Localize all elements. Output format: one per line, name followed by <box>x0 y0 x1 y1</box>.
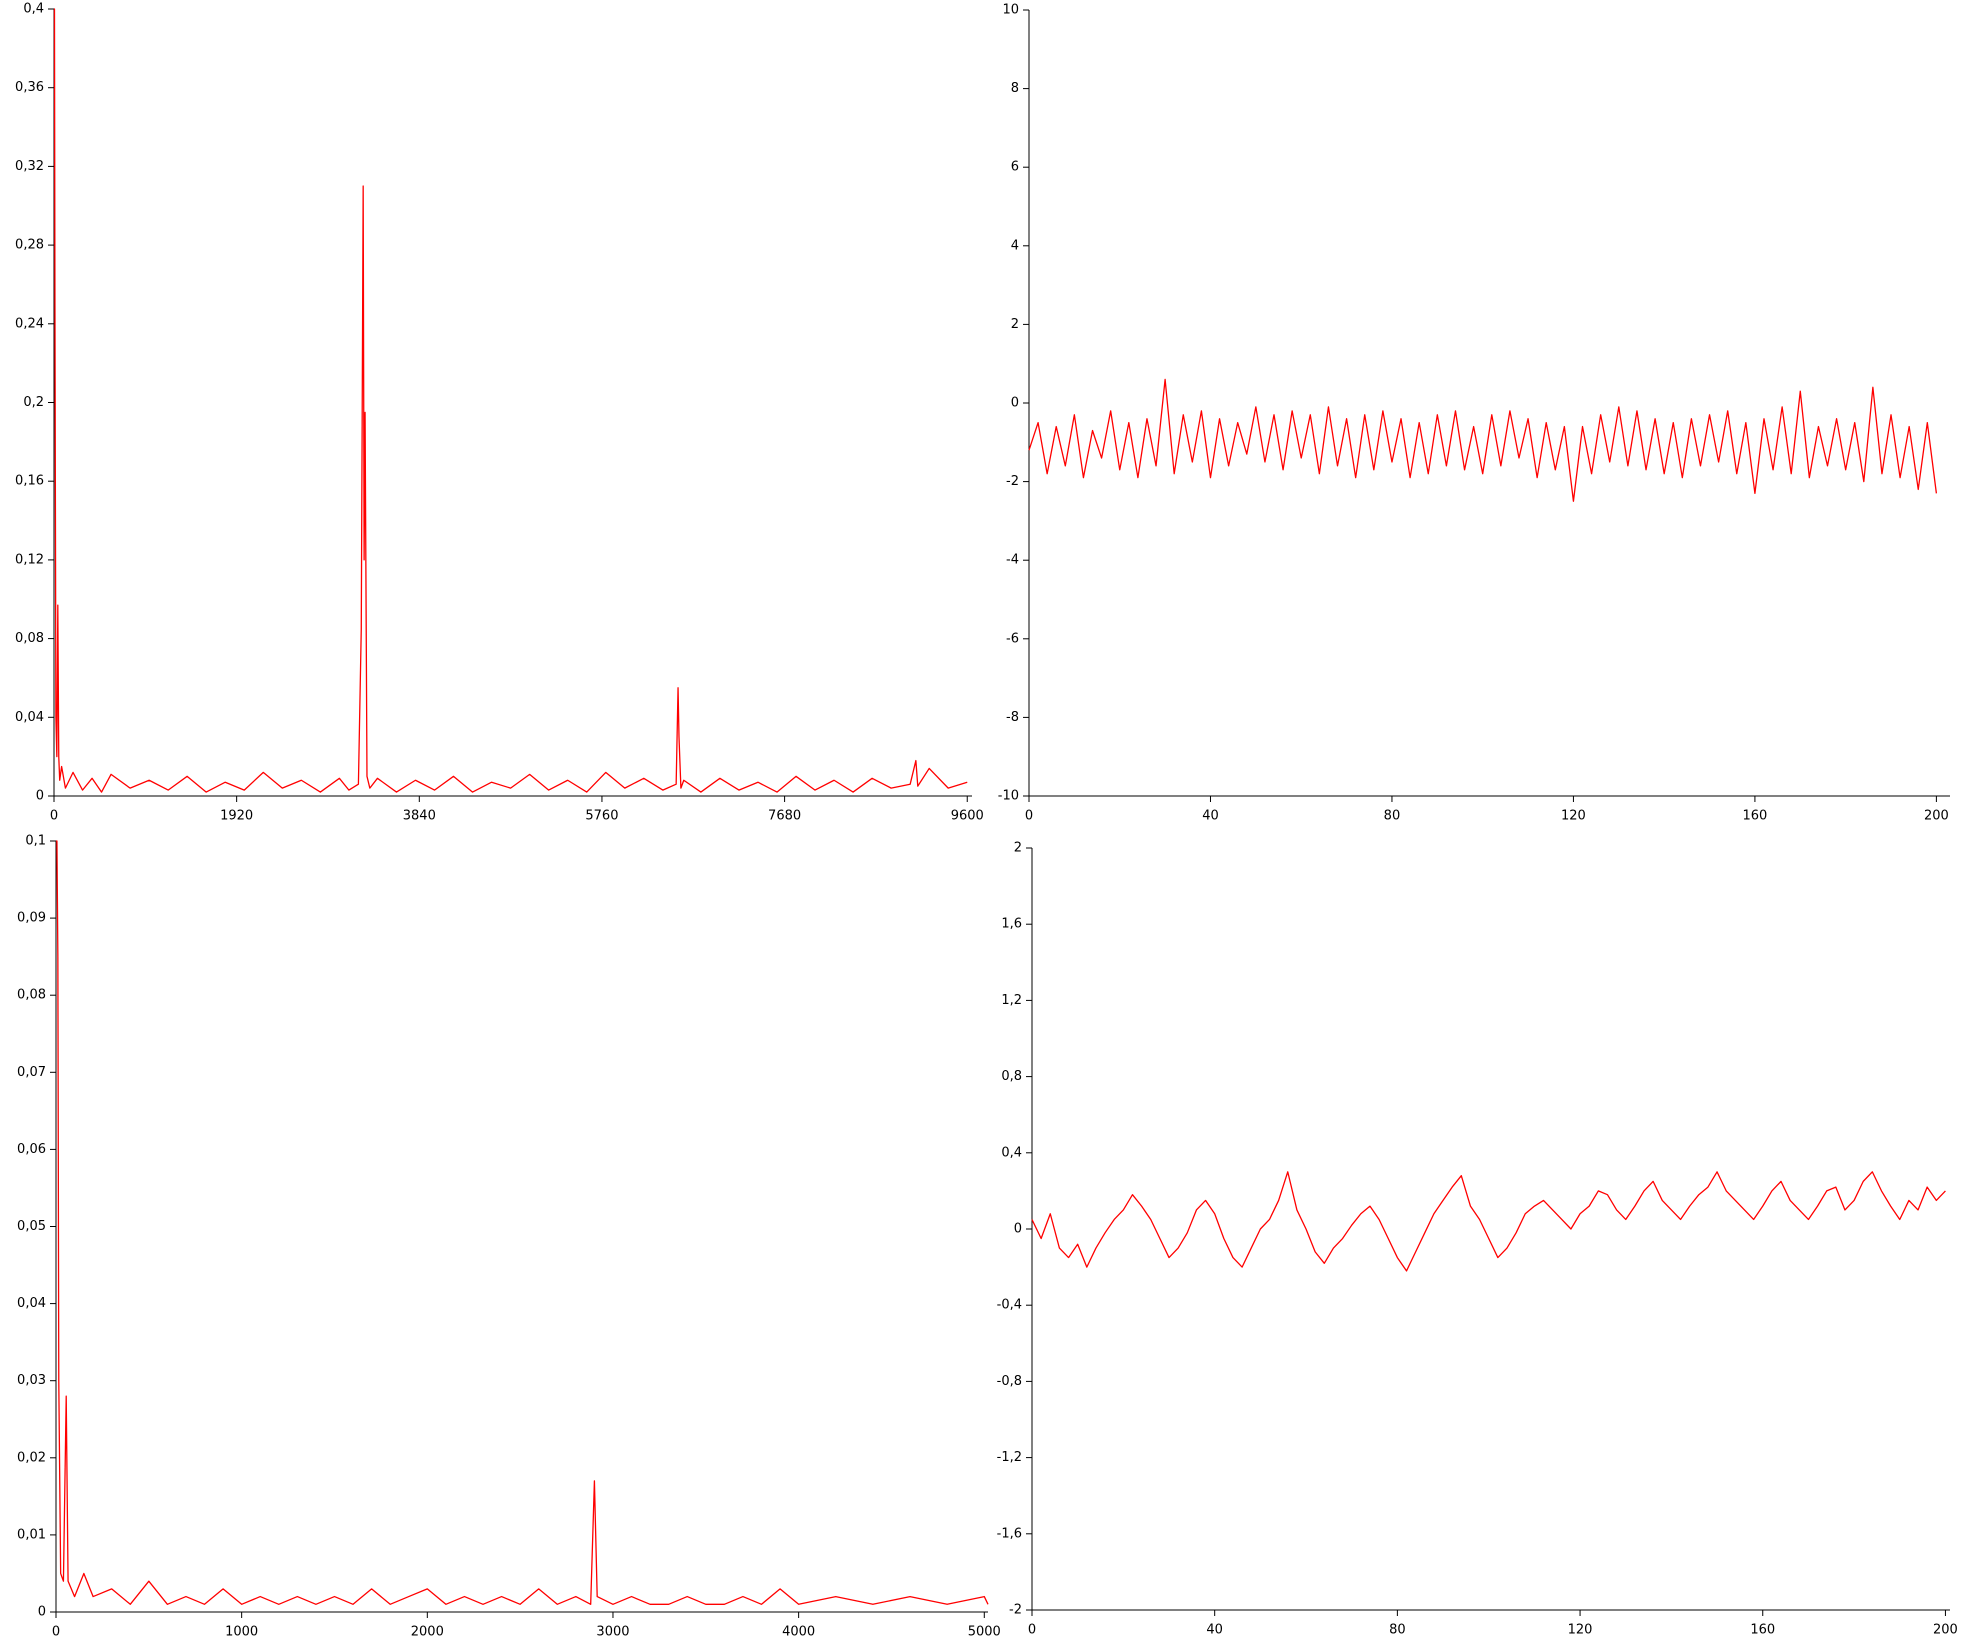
x-tick-label: 2000 <box>411 1625 444 1640</box>
y-tick-label: -0,8 <box>997 1374 1022 1389</box>
y-tick-label: 2 <box>1011 317 1019 332</box>
x-tick-label: 3000 <box>596 1625 629 1640</box>
x-tick-label: 5760 <box>585 809 618 824</box>
y-tick-label: 1,6 <box>1001 917 1022 932</box>
x-tick-label: 40 <box>1206 1623 1223 1638</box>
y-tick-label: 0 <box>1014 1222 1022 1237</box>
y-tick-label: -1,2 <box>997 1450 1022 1465</box>
x-tick-label: 0 <box>1025 809 1033 824</box>
y-tick-label: 0,1 <box>25 834 46 849</box>
y-tick-label: -2 <box>1009 1603 1022 1618</box>
y-tick-label: 0 <box>1011 396 1019 411</box>
y-tick-label: 0,04 <box>15 710 44 725</box>
y-tick-label: 0,06 <box>17 1142 46 1157</box>
signal-line <box>56 840 989 1605</box>
x-tick-label: 1920 <box>220 809 253 824</box>
y-tick-label: 6 <box>1011 160 1019 175</box>
y-tick-label: 0,2 <box>23 395 44 410</box>
y-tick-label: 0,01 <box>17 1527 46 1542</box>
y-tick-label: 0,08 <box>17 988 46 1003</box>
y-tick-label: 0,4 <box>23 2 44 17</box>
y-tick-label: 10 <box>1002 3 1019 18</box>
y-tick-label: 0 <box>38 1605 46 1620</box>
y-tick-label: 0,32 <box>15 159 44 174</box>
y-tick-label: 0,03 <box>17 1373 46 1388</box>
y-tick-label: 4 <box>1011 238 1019 253</box>
x-tick-label: 200 <box>1933 1623 1958 1638</box>
y-tick-label: 0,4 <box>1001 1145 1022 1160</box>
y-tick-label: 0,28 <box>15 238 44 253</box>
x-tick-label: 160 <box>1750 1623 1775 1638</box>
y-tick-label: 0,05 <box>17 1219 46 1234</box>
x-tick-label: 200 <box>1924 809 1949 824</box>
y-tick-label: 0,04 <box>17 1296 46 1311</box>
y-tick-label: 0,02 <box>17 1450 46 1465</box>
y-tick-label: -10 <box>998 789 1019 804</box>
y-tick-label: 0,16 <box>15 474 44 489</box>
x-tick-label: 80 <box>1384 809 1401 824</box>
y-tick-label: 0 <box>36 789 44 804</box>
y-tick-label: 0,09 <box>17 911 46 926</box>
y-tick-label: -6 <box>1006 631 1019 646</box>
y-tick-label: -2 <box>1006 474 1019 489</box>
signal-line <box>1028 378 1938 502</box>
x-tick-label: 1000 <box>225 1625 258 1640</box>
y-tick-label: 0,24 <box>15 316 44 331</box>
y-tick-label: 0,12 <box>15 552 44 567</box>
x-tick-label: 9600 <box>951 809 984 824</box>
y-tick-label: 8 <box>1011 81 1019 96</box>
x-tick-label: 120 <box>1561 809 1586 824</box>
y-tick-label: -8 <box>1006 710 1019 725</box>
signal-line <box>53 8 968 793</box>
y-tick-label: 0,08 <box>15 631 44 646</box>
x-tick-label: 0 <box>1028 1623 1036 1638</box>
x-tick-label: 7680 <box>768 809 801 824</box>
y-tick-label: 0,8 <box>1001 1069 1022 1084</box>
x-tick-label: 3840 <box>403 809 436 824</box>
x-tick-label: 80 <box>1389 1623 1406 1638</box>
y-tick-label: 2 <box>1014 841 1022 856</box>
y-tick-label: -0,4 <box>997 1298 1022 1313</box>
x-tick-label: 0 <box>52 1625 60 1640</box>
y-tick-label: -1,6 <box>997 1526 1022 1541</box>
signal-line <box>1031 1171 1946 1272</box>
x-tick-label: 120 <box>1568 1623 1593 1638</box>
x-tick-label: 160 <box>1742 809 1767 824</box>
x-tick-label: 5000 <box>968 1625 1001 1640</box>
x-tick-label: 0 <box>50 809 58 824</box>
x-tick-label: 40 <box>1202 809 1219 824</box>
y-tick-label: 1,2 <box>1001 993 1022 1008</box>
y-tick-label: 0,36 <box>15 80 44 95</box>
x-tick-label: 4000 <box>782 1625 815 1640</box>
y-tick-label: 0,07 <box>17 1065 46 1080</box>
y-tick-label: -4 <box>1006 553 1019 568</box>
